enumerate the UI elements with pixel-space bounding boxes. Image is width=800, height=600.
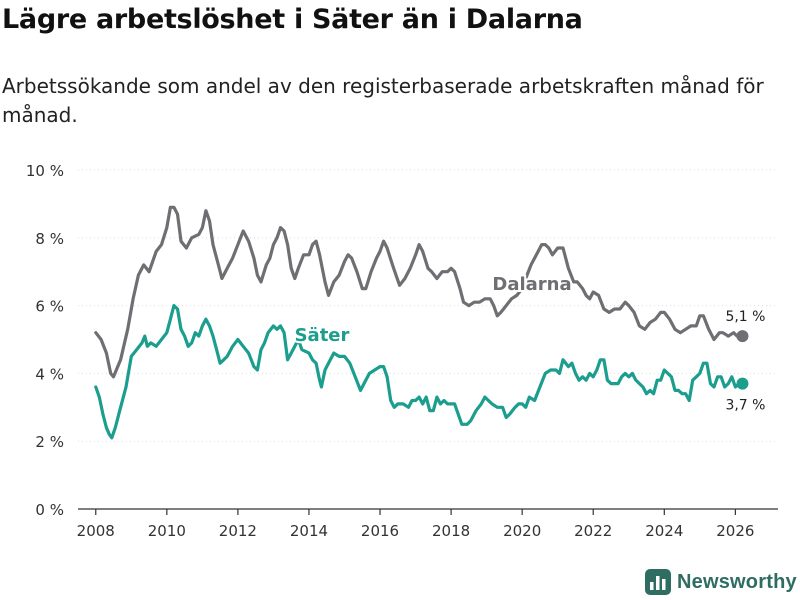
y-tick-label: 6 % — [35, 298, 64, 316]
x-tick-label: 2014 — [290, 522, 328, 540]
chart-title: Lägre arbetslöshet i Säter än i Dalarna — [2, 4, 583, 35]
y-tick-label: 4 % — [35, 365, 64, 383]
y-tick-label: 0 % — [35, 501, 64, 519]
series-label-sater: Säter — [295, 325, 350, 346]
brand-name: Newsworthy — [677, 570, 797, 593]
x-tick-label: 2018 — [432, 522, 470, 540]
chart-subtitle: Arbetssökande som andel av den registerb… — [2, 74, 764, 127]
end-point-dalarna — [736, 330, 749, 343]
y-tick-label: 2 % — [35, 433, 64, 451]
end-point-sater — [736, 377, 749, 390]
y-tick-label: 8 % — [35, 230, 64, 248]
y-tick-label: 10 % — [26, 162, 64, 180]
x-tick-label: 2008 — [77, 522, 115, 540]
series-label-dalarna: Dalarna — [492, 274, 571, 295]
x-tick-label: 2026 — [716, 522, 754, 540]
x-tick-label: 2022 — [574, 522, 612, 540]
x-tick-label: 2012 — [219, 522, 257, 540]
newsworthy-logo: Newsworthy — [645, 567, 797, 597]
end-label-sater: 3,7 % — [725, 398, 765, 414]
x-tick-label: 2016 — [361, 522, 399, 540]
series-line-sater — [94, 304, 745, 440]
x-tick-label: 2024 — [645, 522, 683, 540]
end-label-dalarna: 5,1 % — [725, 309, 765, 325]
x-tick-label: 2010 — [148, 522, 186, 540]
x-tick-label: 2020 — [503, 522, 541, 540]
series-line-dalarna — [94, 205, 745, 379]
newsworthy-logo-icon — [645, 569, 671, 595]
